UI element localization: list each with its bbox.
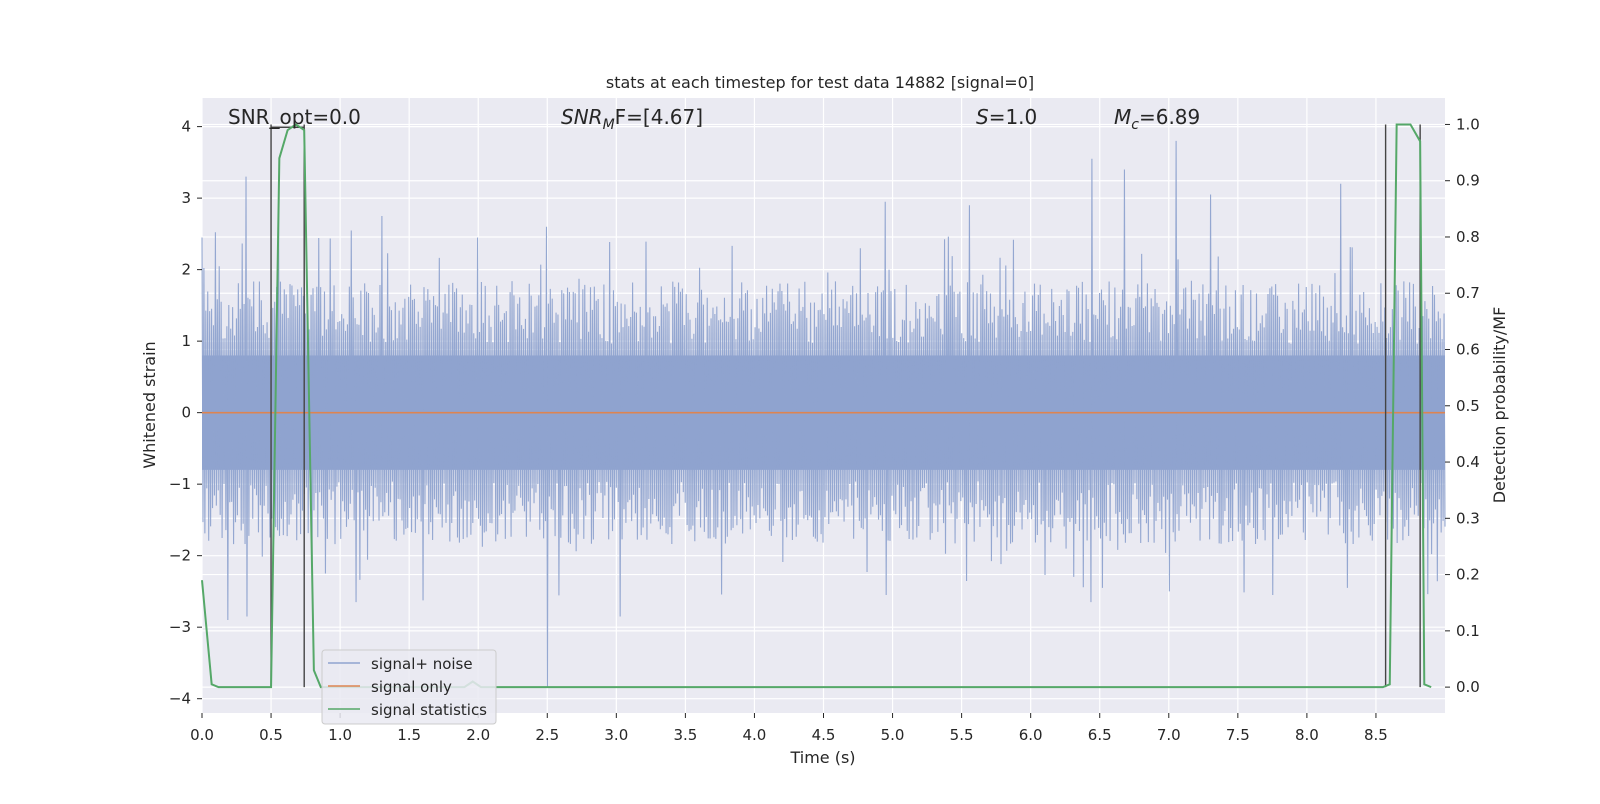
y2-tick-label: 0.2 xyxy=(1456,566,1480,584)
y-tick-label: 4 xyxy=(181,118,191,136)
mc-base: M xyxy=(1114,105,1131,129)
x-tick-label: 2.0 xyxy=(466,726,490,744)
y-tick-label: −4 xyxy=(169,690,191,708)
x-tick-label: 4.5 xyxy=(812,726,836,744)
y2-tick-label: 0.4 xyxy=(1456,453,1480,471)
y2-tick-label: 0.6 xyxy=(1456,341,1480,359)
mc-annotation: Mc=6.89 xyxy=(1114,105,1200,133)
y-axis-label: Whitened strain xyxy=(140,341,159,468)
y2-axis-label: Detection probability/MF xyxy=(1490,307,1509,504)
y2-tick-label: 0.8 xyxy=(1456,228,1480,246)
s-value: =1.0 xyxy=(989,105,1038,129)
x-tick-label: 1.5 xyxy=(397,726,421,744)
snr-opt-annotation: SNR_opt=0.0 xyxy=(228,105,361,129)
chart-title: stats at each timestep for test data 148… xyxy=(606,73,1034,92)
x-tick-label: 8.5 xyxy=(1364,726,1388,744)
legend-label-signal-noise: signal+ noise xyxy=(371,655,473,673)
y2-tick-label: 1.0 xyxy=(1456,115,1480,133)
x-tick-label: 2.5 xyxy=(535,726,559,744)
snr-mf-sub: M xyxy=(603,117,615,133)
s-label: S xyxy=(976,105,989,129)
y-tick-label: −2 xyxy=(169,547,191,565)
x-tick-label: 8.0 xyxy=(1295,726,1319,744)
snr-mf-base: SNR xyxy=(561,105,603,129)
mc-rest: =6.89 xyxy=(1139,105,1200,129)
x-tick-label: 7.5 xyxy=(1226,726,1250,744)
x-tick-label: 3.0 xyxy=(604,726,628,744)
x-tick-label: 4.0 xyxy=(743,726,767,744)
x-tick-label: 0.0 xyxy=(190,726,214,744)
y-tick-label: 0 xyxy=(181,404,191,422)
s-annotation: S=1.0 xyxy=(976,105,1037,129)
x-tick-label: 0.5 xyxy=(259,726,283,744)
y-tick-label: 2 xyxy=(181,261,191,279)
mc-sub: c xyxy=(1131,117,1139,133)
y2-tick-label: 0.7 xyxy=(1456,284,1480,302)
y-axis-ticks: 4 3 2 1 0 −1 −2 −3 −4 xyxy=(169,118,202,708)
x-tick-label: 5.0 xyxy=(881,726,905,744)
x-tick-label: 1.0 xyxy=(328,726,352,744)
y-tick-label: 3 xyxy=(181,189,191,207)
y-tick-label: 1 xyxy=(181,332,191,350)
y2-tick-label: 0.5 xyxy=(1456,397,1480,415)
x-tick-label: 7.0 xyxy=(1157,726,1181,744)
legend-label-signal-statistics: signal statistics xyxy=(371,701,487,719)
x-tick-label: 5.5 xyxy=(950,726,974,744)
x-tick-label: 6.0 xyxy=(1019,726,1043,744)
snr-mf-rest: F=[4.67] xyxy=(615,105,703,129)
y2-tick-label: 0.3 xyxy=(1456,509,1480,527)
x-tick-label: 6.5 xyxy=(1088,726,1112,744)
legend-label-signal-only: signal only xyxy=(371,678,452,696)
x-axis-ticks: 0.0 0.5 1.0 1.5 2.0 2.5 3.0 3.5 4.0 4.5 5.0 5.5 6.0 6… xyxy=(190,713,1388,744)
y2-tick-label: 0.1 xyxy=(1456,622,1480,640)
signal-noise-line xyxy=(201,140,1446,688)
snr-mf-annotation: SNRMF=[4.67] xyxy=(561,105,703,133)
legend: signal+ noise signal only signal statist… xyxy=(321,649,497,725)
y-tick-label: −3 xyxy=(169,618,191,636)
x-axis-label: Time (s) xyxy=(789,748,855,767)
x-tick-label: 3.5 xyxy=(673,726,697,744)
y2-tick-label: 0.9 xyxy=(1456,172,1480,190)
legend-box xyxy=(321,649,497,725)
y2-tick-label: 0.0 xyxy=(1456,678,1480,696)
y-tick-label: −1 xyxy=(169,475,191,493)
y2-axis-ticks: 1.0 0.9 0.8 0.7 0.6 0.5 0.4 0.3 0.2 0.1 0.0 xyxy=(1445,115,1480,696)
